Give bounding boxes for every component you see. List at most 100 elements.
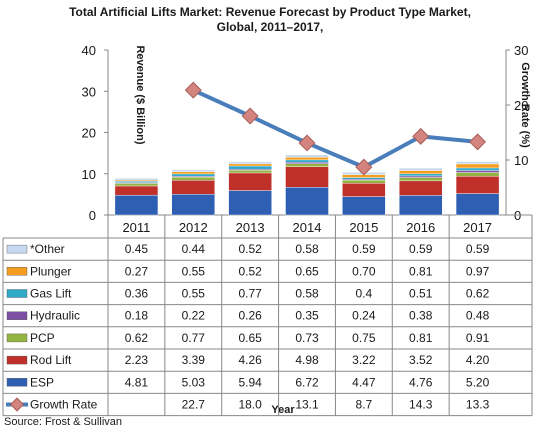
y2-tick-label: 20 [514,98,528,113]
bar-segment [455,172,500,177]
data-table-value: 0.77 [238,287,262,301]
data-table-value: 0.59 [466,242,490,256]
legend-marker-swatch [9,397,25,412]
y-tick-label: 0 [89,208,96,223]
bar-segment [399,175,443,178]
bar-segment [285,187,329,216]
chart-title: Total Artificial Lifts Market: Revenue F… [69,5,471,34]
data-table-value: 0.22 [182,309,206,323]
growth-rate-line [192,88,478,170]
bar-segment [228,161,272,165]
growth-rate-point [469,133,487,151]
legend-swatch [6,289,28,298]
data-table-value: 13.1 [295,398,319,412]
data-table-value: 2.23 [125,353,149,367]
bar-segment [455,167,500,171]
legend-swatch [6,333,28,343]
data-table-value: 4.81 [125,375,149,389]
legend-label: Plunger [30,264,71,278]
data-table-value: 0.58 [295,287,319,301]
data-table-value: 0.62 [125,331,149,345]
legend-label: ESP [30,375,54,389]
bar-segment [228,165,272,170]
bar-segment [342,179,386,184]
bar-segment [171,194,215,216]
bar-segment [285,162,329,164]
x-tick-label: 2011 [122,220,150,235]
bar-segment [285,159,329,163]
bar-segment [171,176,215,181]
x-tick-label: 2017 [463,220,492,235]
bar-segment [228,163,272,167]
data-table-value: 0.75 [352,331,376,345]
data-table-value: 0.59 [352,242,376,256]
legend-label: Growth Rate [30,398,98,412]
data-table-value: 0.62 [466,287,490,301]
bar-segment [114,183,159,187]
y2-tick-label: 10 [514,153,528,168]
x-tick-label: 2014 [293,220,322,235]
bar-segment [399,177,443,182]
legend-label: Hydraulic [30,309,80,323]
data-table-value: 0.55 [182,287,206,301]
data-table-value: 5.20 [466,375,490,389]
data-table-value: 0.24 [352,309,376,323]
bar-segment [399,195,443,216]
bar-segment [114,194,159,216]
bar-segment [455,193,500,216]
bar-segment [399,173,443,177]
y-tick-label: 20 [82,126,96,141]
legend-swatch [6,311,28,320]
data-table-value: 8.7 [356,398,373,412]
x-tick-label: 2013 [236,220,265,235]
data-table-value: 0.52 [238,264,262,278]
y-tick-label: 40 [82,43,96,58]
data-table-value: 4.98 [295,353,319,367]
bar-segment [171,173,215,177]
growth-rate-point [298,134,316,152]
growth-rate-point [184,81,202,99]
legend-swatch [6,267,28,276]
data-table-value: 0.26 [238,309,262,323]
legend-swatch [6,355,28,365]
data-table-value: 4.26 [238,353,262,367]
bar-segment [455,176,500,194]
data-table-value: 0.27 [125,264,149,278]
growth-rate-point [241,107,259,125]
bar-segment [171,180,215,195]
legend-label: PCP [30,331,55,345]
y2-axis-title: Growth Rate (%) [519,62,531,148]
x-axis-title: Year [271,404,295,416]
growth-rate-point [355,158,373,176]
y-tick-label: 10 [82,167,96,182]
data-table-value: 0.58 [295,242,319,256]
bar-segment [228,170,272,174]
legend-swatch [6,244,28,254]
data-table-value: 0.65 [238,331,262,345]
data-table-value: 0.70 [352,264,376,278]
bar-segment [285,166,329,188]
data-table-value: 18.0 [238,398,262,412]
x-tick-label: 2016 [406,220,435,235]
bar-segment [285,163,329,167]
bar-segment [228,190,272,216]
source-note: Source: Frost & Sullivan [4,416,122,428]
bar-segment [171,169,215,172]
y-tick-label: 30 [82,84,96,99]
bar-segment [455,170,500,173]
data-table-value: 4.47 [352,375,376,389]
data-table-value: 0.48 [466,309,490,323]
data-table-value: 0.35 [295,309,319,323]
data-table-value: 0.77 [182,331,206,345]
bar-segment [285,154,329,158]
bar-segment [399,167,443,171]
legend-label: Rod Lift [30,353,72,367]
data-table-value: 0.65 [295,264,319,278]
data-table-value: 0.59 [409,242,433,256]
bar-segment [455,161,500,165]
data-table-value: 5.03 [182,375,206,389]
bar-segment [171,171,215,175]
y-axis-title: Revenue ($ Billion) [134,45,146,144]
bar-segment [285,157,329,161]
